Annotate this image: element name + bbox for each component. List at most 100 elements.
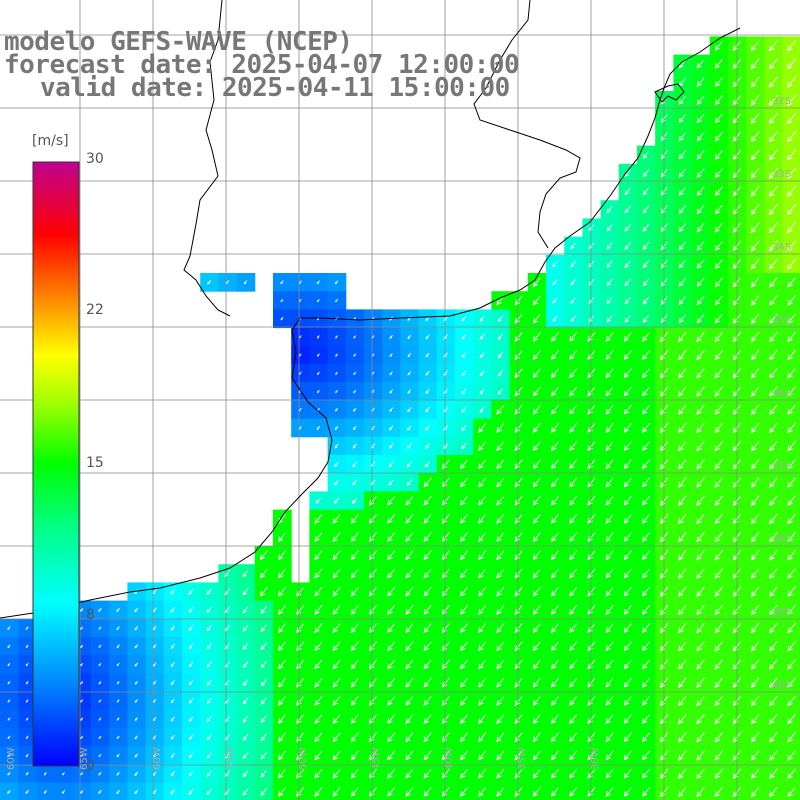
wind-arrow: [532, 732, 541, 743]
wind-arrow: [569, 423, 578, 433]
colorbar-tick-15: 15: [86, 455, 104, 471]
wind-arrow: [315, 497, 322, 504]
wind-arrow: [769, 313, 778, 324]
wind-arrow: [242, 679, 249, 687]
wind-arrow: [134, 607, 139, 613]
wind-arrow: [170, 752, 175, 759]
wind-arrow: [569, 550, 578, 561]
wind-arrow: [642, 514, 650, 524]
wind-arrow: [387, 714, 396, 725]
wind-arrow: [206, 734, 212, 741]
wind-arrow: [696, 186, 705, 197]
wind-arrow: [605, 441, 614, 452]
wind-arrow: [425, 425, 430, 431]
wind-arrow: [25, 789, 29, 794]
wind-arrow: [407, 425, 412, 431]
wind-arrow: [569, 714, 578, 725]
wind-arrow: [478, 532, 487, 543]
wind-arrow: [787, 459, 796, 470]
wind-arrow: [787, 495, 796, 506]
wind-arrow: [478, 696, 487, 706]
wind-arrow: [532, 768, 541, 779]
wind-arrow: [206, 788, 212, 796]
wind-arrow: [389, 353, 393, 358]
wind-arrow: [25, 753, 29, 758]
wind-arrow: [170, 789, 176, 795]
wind-arrow: [696, 150, 705, 160]
wind-arrow: [714, 531, 723, 543]
wind-arrow: [714, 695, 723, 707]
wind-arrow: [335, 298, 339, 303]
wind-arrow: [696, 223, 705, 233]
wind-arrow: [478, 441, 487, 452]
wind-arrow: [460, 586, 468, 597]
wind-arrow: [441, 659, 450, 670]
wind-arrow: [206, 770, 212, 777]
wind-arrow: [623, 568, 632, 579]
lon-label: 30W: [590, 747, 601, 770]
wind-arrow: [750, 113, 760, 124]
wind-arrow: [642, 586, 650, 597]
wind-arrow: [423, 714, 432, 725]
wind-arrow: [787, 513, 796, 525]
wind-arrow: [425, 370, 430, 376]
wind-arrow: [751, 331, 760, 343]
wind-arrow: [335, 335, 338, 339]
wind-arrow: [334, 461, 339, 468]
wind-arrow: [387, 696, 396, 706]
wind-arrow: [642, 423, 650, 433]
wind-arrow: [787, 295, 796, 306]
wind-arrow: [750, 240, 760, 252]
wind-arrow: [714, 222, 723, 233]
wind-arrow: [352, 443, 357, 449]
wind-arrow: [605, 550, 614, 561]
wind-arrow: [532, 641, 541, 652]
wind-arrow: [623, 696, 632, 706]
wind-arrow: [678, 604, 687, 616]
wind-arrow: [696, 659, 705, 670]
wind-arrow: [605, 423, 614, 433]
wind-arrow: [389, 407, 394, 413]
wind-arrow: [569, 350, 578, 361]
wind-arrow: [423, 605, 432, 615]
wind-arrow: [170, 680, 175, 686]
wind-arrow: [441, 714, 450, 725]
wind-arrow: [696, 331, 705, 343]
wind-arrow: [188, 661, 194, 668]
wind-arrow: [714, 404, 723, 415]
colorbar-tick-0: 0: [86, 758, 95, 774]
title-forecast-date: forecast date: 2025-04-07 12:00:00: [4, 50, 520, 80]
wind-arrow: [642, 768, 650, 779]
wind-arrow: [43, 790, 47, 794]
wind-arrow: [479, 406, 485, 414]
wind-arrow: [461, 442, 467, 450]
wind-arrow: [478, 423, 487, 433]
wind-arrow: [696, 295, 705, 306]
wind-arrow: [496, 732, 505, 743]
wind-arrow: [714, 477, 723, 488]
wind-arrow: [678, 495, 687, 506]
wind-arrow: [605, 659, 614, 670]
wind-arrow: [80, 735, 84, 740]
wind-arrow: [551, 732, 559, 743]
wind-arrow: [552, 297, 558, 304]
lat-label: 36S: [772, 388, 791, 399]
wind-arrow: [750, 149, 760, 161]
wind-arrow: [787, 185, 797, 197]
wind-arrow: [353, 353, 357, 357]
wind-arrow: [188, 606, 194, 613]
wind-arrow: [280, 317, 284, 321]
wind-arrow: [80, 717, 84, 721]
wind-arrow: [623, 659, 632, 670]
wind-arrow: [678, 622, 687, 634]
wind-arrow: [605, 787, 614, 797]
wind-arrow: [642, 278, 650, 287]
wind-arrow: [350, 714, 359, 725]
wind-arrow: [751, 531, 760, 543]
wind-arrow: [7, 681, 11, 685]
wind-arrow: [787, 222, 797, 234]
wind-arrow: [478, 732, 487, 743]
wind-arrow: [787, 604, 796, 616]
wind-arrow: [479, 352, 485, 359]
wind-arrow: [332, 732, 341, 743]
